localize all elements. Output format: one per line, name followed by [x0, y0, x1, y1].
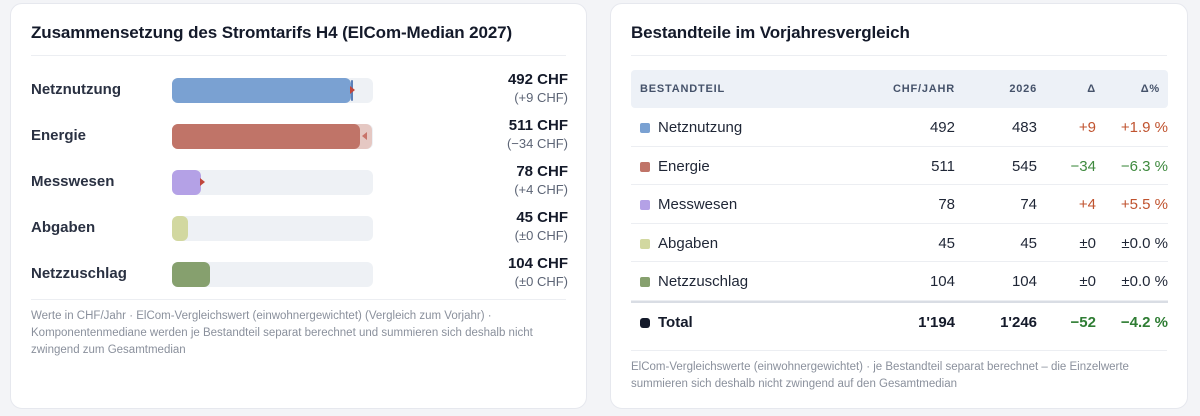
row-delta-percent: +5.5 %: [1120, 196, 1168, 213]
header-prev-year[interactable]: 2026: [1009, 83, 1037, 95]
row-name: Messwesen: [658, 196, 738, 213]
row-delta: −34: [1070, 157, 1096, 175]
component-delta: (+9 CHF): [514, 90, 568, 105]
header-delta-percent[interactable]: Δ%: [1140, 83, 1160, 95]
total-divider: [631, 300, 1168, 303]
comparison-title: Bestandteile im Vorjahresvergleich: [631, 23, 910, 42]
header-delta[interactable]: Δ: [1087, 83, 1096, 95]
header-chf-jahr[interactable]: CHF/JAHR: [892, 83, 955, 95]
row-delta: +9: [1078, 119, 1096, 136]
component-label: Netznutzung: [31, 81, 121, 98]
divider: [631, 55, 1167, 56]
row-delta-percent: ±0.0 %: [1121, 234, 1168, 252]
total-chf: 1'194: [918, 313, 955, 331]
component-row: Netzzuschlag 104 CHF (±0 CHF): [31, 255, 568, 295]
component-value: 104 CHF: [507, 255, 568, 272]
component-label: Netzzuschlag: [31, 265, 127, 282]
color-swatch: [640, 200, 650, 210]
component-delta: (±0 CHF): [514, 274, 568, 289]
row-prev: 545: [1011, 157, 1037, 175]
color-swatch: [640, 238, 650, 249]
comparison-footnote: ElCom-Vergleichswerte (einwohnergewichte…: [631, 361, 1129, 390]
row-prev: 104: [1011, 273, 1037, 290]
row-delta: ±0: [1079, 234, 1096, 252]
component-bar-fill: [172, 78, 351, 103]
header-bestandteil[interactable]: BESTANDTEIL: [640, 83, 725, 95]
composition-footnote: Werte in CHF/Jahr · ElCom-Vergleichswert…: [31, 310, 533, 356]
component-label: Messwesen: [31, 173, 115, 190]
component-row: Messwesen 78 CHF (+4 CHF): [31, 163, 568, 203]
row-delta-percent: ±0.0 %: [1121, 273, 1168, 290]
component-row: Netznutzung 492 CHF (+9 CHF): [31, 71, 568, 111]
divider: [631, 350, 1167, 351]
table-row: Messwesen 78 74 +4 +5.5 %: [631, 185, 1168, 224]
component-value: 78 CHF: [516, 163, 568, 180]
decrease-arrow-icon: [362, 132, 367, 140]
color-swatch: [640, 277, 650, 287]
total-color-swatch: [640, 317, 650, 328]
total-label: Total: [658, 313, 693, 331]
component-bar-fill: [172, 216, 188, 241]
comparison-table: BESTANDTEIL CHF/JAHR 2026 Δ Δ% Netznutzu…: [631, 70, 1168, 343]
row-prev: 483: [1011, 119, 1037, 136]
row-name: Abgaben: [658, 234, 719, 252]
total-delta: −52: [1070, 313, 1096, 331]
component-value: 492 CHF: [507, 71, 568, 88]
color-swatch: [640, 161, 650, 172]
row-prev: 45: [1020, 234, 1037, 252]
component-delta: (±0 CHF): [514, 228, 568, 243]
color-swatch: [640, 123, 650, 133]
divider: [31, 55, 566, 56]
component-bar-track: [172, 124, 373, 149]
table-row: Netzzuschlag 104 104 ±0 ±0.0 %: [631, 262, 1168, 301]
row-chf: 45: [938, 234, 955, 252]
component-bar-fill: [172, 124, 360, 149]
composition-card: Zusammensetzung des Stromtarifs H4 (ElCo…: [10, 3, 587, 409]
row-chf: 511: [931, 157, 955, 175]
component-bar-track: [172, 216, 373, 241]
row-chf: 492: [929, 119, 955, 136]
table-row: Energie 511 545 −34 −6.3 %: [631, 147, 1168, 185]
component-bar-fill: [172, 170, 201, 195]
table-row: Abgaben 45 45 ±0 ±0.0 %: [631, 224, 1168, 262]
row-chf: 104: [929, 273, 955, 290]
component-bar-track: [172, 170, 373, 195]
component-value: 45 CHF: [516, 209, 568, 226]
table-header: BESTANDTEIL CHF/JAHR 2026 Δ Δ%: [631, 70, 1168, 108]
component-bar-fill: [172, 262, 210, 287]
component-delta: (+4 CHF): [514, 182, 568, 197]
comparison-card: Bestandteile im Vorjahresvergleich BESTA…: [610, 3, 1188, 409]
component-value: 511 CHF: [508, 117, 568, 134]
table-body: Netznutzung 492 483 +9 +1.9 % Energie 511 545 −3…: [631, 108, 1168, 301]
component-bar-track: [172, 78, 373, 103]
table-row: Netznutzung 492 483 +9 +1.9 %: [631, 108, 1168, 147]
composition-title: Zusammensetzung des Stromtarifs H4 (ElCo…: [31, 23, 513, 42]
row-name: Energie: [658, 157, 710, 175]
component-row: Abgaben 45 CHF (±0 CHF): [31, 209, 568, 249]
increase-arrow-icon: [350, 86, 355, 94]
component-bar-track: [172, 262, 373, 287]
row-name: Netznutzung: [658, 119, 743, 136]
row-name: Netzzuschlag: [658, 273, 749, 290]
row-delta: ±0: [1079, 273, 1096, 290]
component-delta: (−34 CHF): [506, 136, 568, 151]
row-delta: +4: [1078, 196, 1096, 213]
row-delta-percent: −6.3 %: [1120, 157, 1168, 175]
component-label: Energie: [31, 127, 87, 144]
row-chf: 78: [938, 196, 955, 213]
total-prev: 1'246: [1000, 313, 1037, 331]
divider: [31, 299, 566, 300]
component-row: Energie 511 CHF (−34 CHF): [31, 117, 568, 157]
row-prev: 74: [1020, 196, 1037, 213]
component-label: Abgaben: [31, 219, 96, 236]
table-row-total: Total 1'194 1'246 −52 −4.2 %: [631, 303, 1168, 343]
row-delta-percent: +1.9 %: [1120, 119, 1168, 136]
increase-arrow-icon: [200, 178, 205, 186]
total-delta-percent: −4.2 %: [1120, 313, 1168, 331]
